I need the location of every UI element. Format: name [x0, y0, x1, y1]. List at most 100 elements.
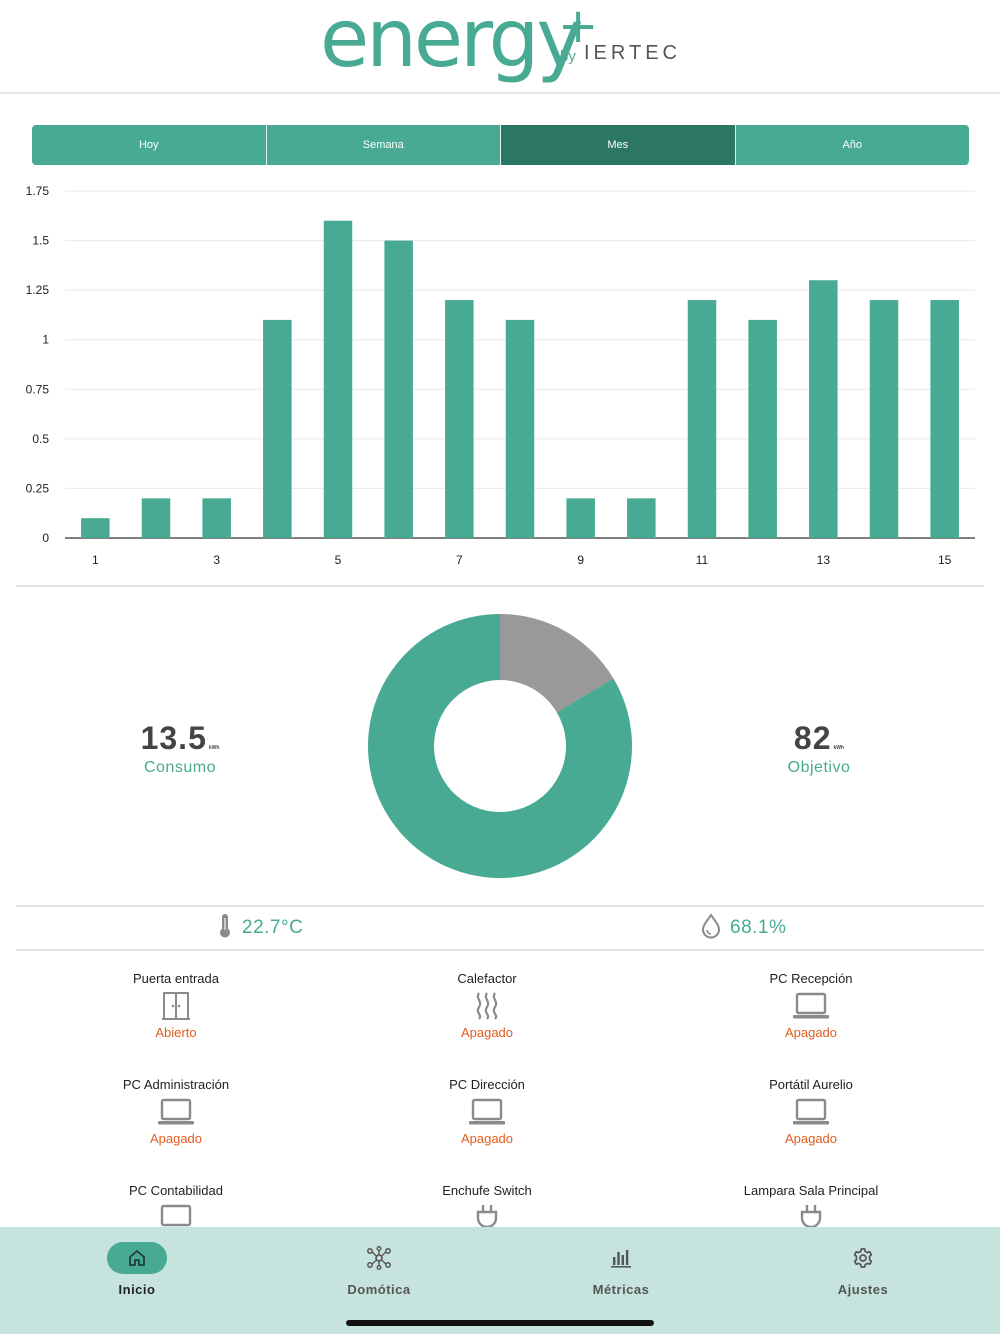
objetivo-stat: 82 kWh Objetivo — [699, 720, 939, 777]
bar-day-13[interactable] — [809, 280, 838, 538]
laptop-icon — [691, 1094, 931, 1130]
bar-day-6[interactable] — [384, 240, 413, 539]
logo-brand: IERTEC — [584, 42, 681, 64]
device-enchufe-switch[interactable]: Enchufe Switch — [367, 1182, 607, 1228]
tab-ano[interactable]: Año — [842, 139, 863, 151]
bar-day-5[interactable] — [323, 220, 353, 538]
nav-metricas[interactable]: Métricas — [541, 1242, 701, 1297]
water-drop-icon — [700, 912, 722, 944]
nav-label: Inicio — [118, 1282, 156, 1297]
x-tick-label: 9 — [577, 553, 584, 567]
bar-day-10[interactable] — [627, 498, 656, 538]
x-tick-label: 11 — [696, 553, 709, 567]
period-tabs: Hoy Semana Mes Año — [32, 125, 969, 165]
device-status: Apagado — [460, 1131, 514, 1146]
device-status: Apagado — [784, 1025, 838, 1040]
x-tick-label: 15 — [938, 553, 952, 567]
consumo-value: 13.5 — [140, 720, 207, 756]
tab-mes[interactable]: Mes — [501, 125, 736, 165]
device-name: Portátil Aurelio — [769, 1077, 853, 1092]
section-divider — [16, 905, 984, 907]
humidity-value: 68.1% — [730, 917, 787, 938]
humidity-readout: 68.1% — [700, 912, 786, 944]
objetivo-label: Objetivo — [787, 759, 851, 776]
bar-day-2[interactable] — [141, 498, 171, 538]
section-divider — [16, 585, 984, 587]
device-status: Apagado — [149, 1131, 203, 1146]
device-portatil-aurelio[interactable]: Portátil Aurelio Apagado — [691, 1076, 931, 1148]
device-grid: Puerta entrada Abierto Calefactor Apagad… — [0, 966, 1000, 1228]
x-tick-label: 7 — [456, 553, 463, 567]
device-status: Apagado — [460, 1025, 514, 1040]
device-name: PC Recepción — [769, 971, 853, 986]
nav-label: Métricas — [592, 1282, 650, 1297]
bar-day-11[interactable] — [687, 300, 717, 538]
home-icon — [107, 1242, 167, 1274]
tab-hoy[interactable]: Hoy — [32, 125, 267, 165]
device-pc-administracion[interactable]: PC Administración Apagado — [56, 1076, 296, 1148]
nav-domotica[interactable]: Domótica — [299, 1242, 459, 1297]
bar-day-8[interactable] — [505, 319, 535, 538]
device-lampara-sala-principal[interactable]: Lampara Sala Principal — [691, 1182, 931, 1228]
bar-chart-icon — [591, 1242, 651, 1274]
plug-icon — [691, 1200, 931, 1228]
section-divider — [16, 949, 984, 951]
bar-day-9[interactable] — [566, 498, 595, 538]
x-tick-label: 13 — [817, 553, 831, 567]
plug-icon — [367, 1200, 607, 1228]
consumo-unit: kWh — [208, 745, 220, 751]
bar-day-4[interactable] — [263, 319, 292, 538]
laptop-icon — [691, 988, 931, 1024]
device-status: Apagado — [784, 1131, 838, 1146]
device-name: Calefactor — [457, 971, 517, 986]
x-tick-label: 5 — [335, 553, 342, 567]
thermometer-icon — [216, 913, 234, 944]
home-indicator — [346, 1320, 654, 1326]
bar-day-15[interactable] — [930, 300, 959, 538]
bar-day-7[interactable] — [445, 300, 474, 538]
donut-slice-restante — [368, 614, 632, 878]
y-tick-label: 0.5 — [32, 432, 49, 446]
gear-icon — [833, 1242, 893, 1274]
bar-day-1[interactable] — [81, 518, 110, 538]
device-name: Enchufe Switch — [442, 1183, 532, 1198]
nav-label: Ajustes — [837, 1282, 889, 1297]
logo-wordmark: energy — [320, 0, 584, 85]
y-tick-label: 1.25 — [26, 283, 50, 297]
consumo-label: Consumo — [144, 759, 216, 776]
consumption-donut-chart — [368, 614, 632, 878]
logo-by: by — [560, 48, 576, 65]
bar-day-14[interactable] — [869, 300, 899, 538]
device-calefactor[interactable]: Calefactor Apagado — [367, 970, 607, 1042]
device-pc-direccion[interactable]: PC Dirección Apagado — [367, 1076, 607, 1148]
laptop-icon — [56, 1094, 296, 1130]
y-tick-label: 0.25 — [26, 481, 50, 495]
door-icon — [56, 988, 296, 1024]
heater-icon — [367, 988, 607, 1024]
y-tick-label: 0 — [42, 531, 49, 545]
nav-ajustes[interactable]: Ajustes — [783, 1242, 943, 1297]
x-tick-label: 1 — [92, 553, 99, 567]
temperature-value: 22.7°C — [242, 917, 304, 938]
x-tick-label: 3 — [213, 553, 220, 567]
device-puerta-entrada[interactable]: Puerta entrada Abierto — [56, 970, 296, 1042]
nav-inicio[interactable]: Inicio — [57, 1242, 217, 1297]
consumption-bar-chart: 0 0.25 0.5 0.75 1 1.25 1.5 1.75 1 3 5 7 9 11 13 15 — [0, 178, 1000, 578]
y-tick-label: 1.75 — [26, 184, 50, 198]
y-tick-label: 1 — [42, 333, 49, 347]
device-pc-recepcion[interactable]: PC Recepción Apagado — [691, 970, 931, 1042]
bottom-navigation: Inicio Domótica Métricas Ajustes — [0, 1227, 1000, 1334]
device-pc-contabilidad[interactable]: PC Contabilidad — [56, 1182, 296, 1228]
temperature-readout: 22.7°C — [216, 912, 303, 944]
bar-day-3[interactable] — [202, 498, 231, 538]
objetivo-value: 82 — [793, 720, 832, 756]
objetivo-unit: kWh — [833, 745, 845, 751]
network-icon — [349, 1242, 409, 1274]
device-name: Puerta entrada — [132, 971, 219, 986]
tab-semana[interactable]: Semana — [267, 125, 501, 165]
bar-day-12[interactable] — [748, 319, 777, 538]
device-name: PC Administración — [122, 1077, 230, 1092]
y-tick-label: 0.75 — [26, 382, 50, 396]
